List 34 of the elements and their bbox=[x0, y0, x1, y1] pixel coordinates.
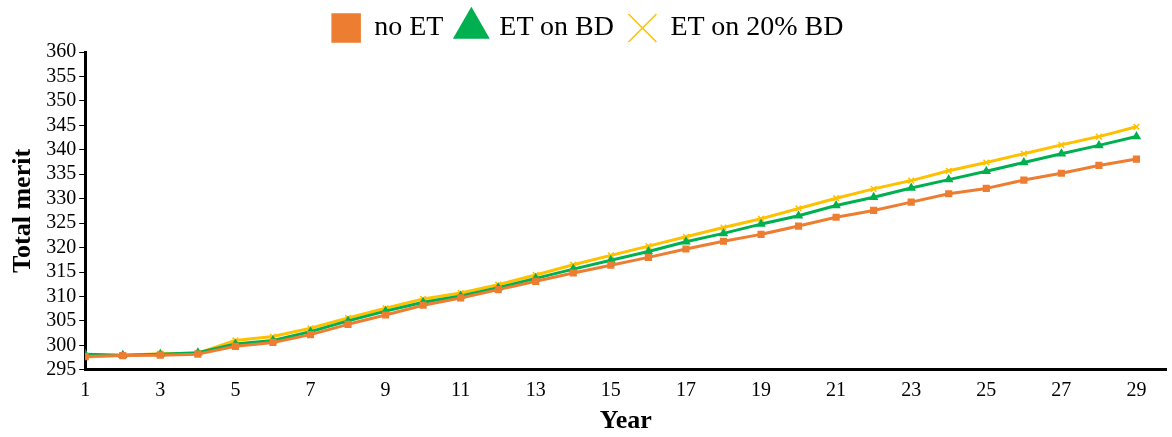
legend-label: ET on BD bbox=[499, 10, 614, 42]
x-tick-label: 13 bbox=[525, 378, 546, 401]
y-tick-label: 335 bbox=[46, 161, 77, 184]
x-tick-label: 29 bbox=[1126, 378, 1147, 401]
x-tick-label: 5 bbox=[230, 378, 241, 401]
y-tick-label: 325 bbox=[46, 210, 77, 233]
legend-label: no ET bbox=[374, 10, 444, 42]
x-tick-label: 3 bbox=[155, 378, 166, 401]
x-tick-label: 17 bbox=[675, 378, 696, 401]
x-tick-label: 7 bbox=[305, 378, 316, 401]
legend-label: ET on 20% BD bbox=[670, 10, 844, 42]
y-tick-label: 330 bbox=[46, 185, 77, 208]
y-tick-label: 300 bbox=[46, 332, 77, 355]
y-tick-label: 310 bbox=[46, 283, 77, 306]
y-tick-label: 315 bbox=[46, 259, 77, 282]
y-tick-label: 340 bbox=[46, 137, 77, 160]
x-tick-label: 21 bbox=[826, 378, 847, 401]
y-tick-label: 355 bbox=[46, 63, 77, 86]
x-tick-label: 25 bbox=[976, 378, 997, 401]
x-tick-label: 19 bbox=[751, 378, 772, 401]
x-tick-label: 23 bbox=[901, 378, 922, 401]
y-tick-label: 360 bbox=[46, 39, 77, 62]
x-tick-label: 1 bbox=[80, 378, 91, 401]
y-tick-label: 305 bbox=[46, 308, 77, 331]
x-tick-label: 15 bbox=[600, 378, 621, 401]
y-axis-title: Total merit bbox=[7, 148, 37, 273]
y-tick-label: 320 bbox=[46, 234, 77, 257]
x-tick-label: 9 bbox=[380, 378, 391, 401]
x-axis-title: Year bbox=[599, 405, 652, 435]
x-tick-label: 27 bbox=[1051, 378, 1072, 401]
y-tick-label: 345 bbox=[46, 112, 77, 135]
y-tick-label: 295 bbox=[46, 357, 77, 380]
x-tick-label: 11 bbox=[451, 378, 471, 401]
y-tick-label: 350 bbox=[46, 88, 77, 111]
